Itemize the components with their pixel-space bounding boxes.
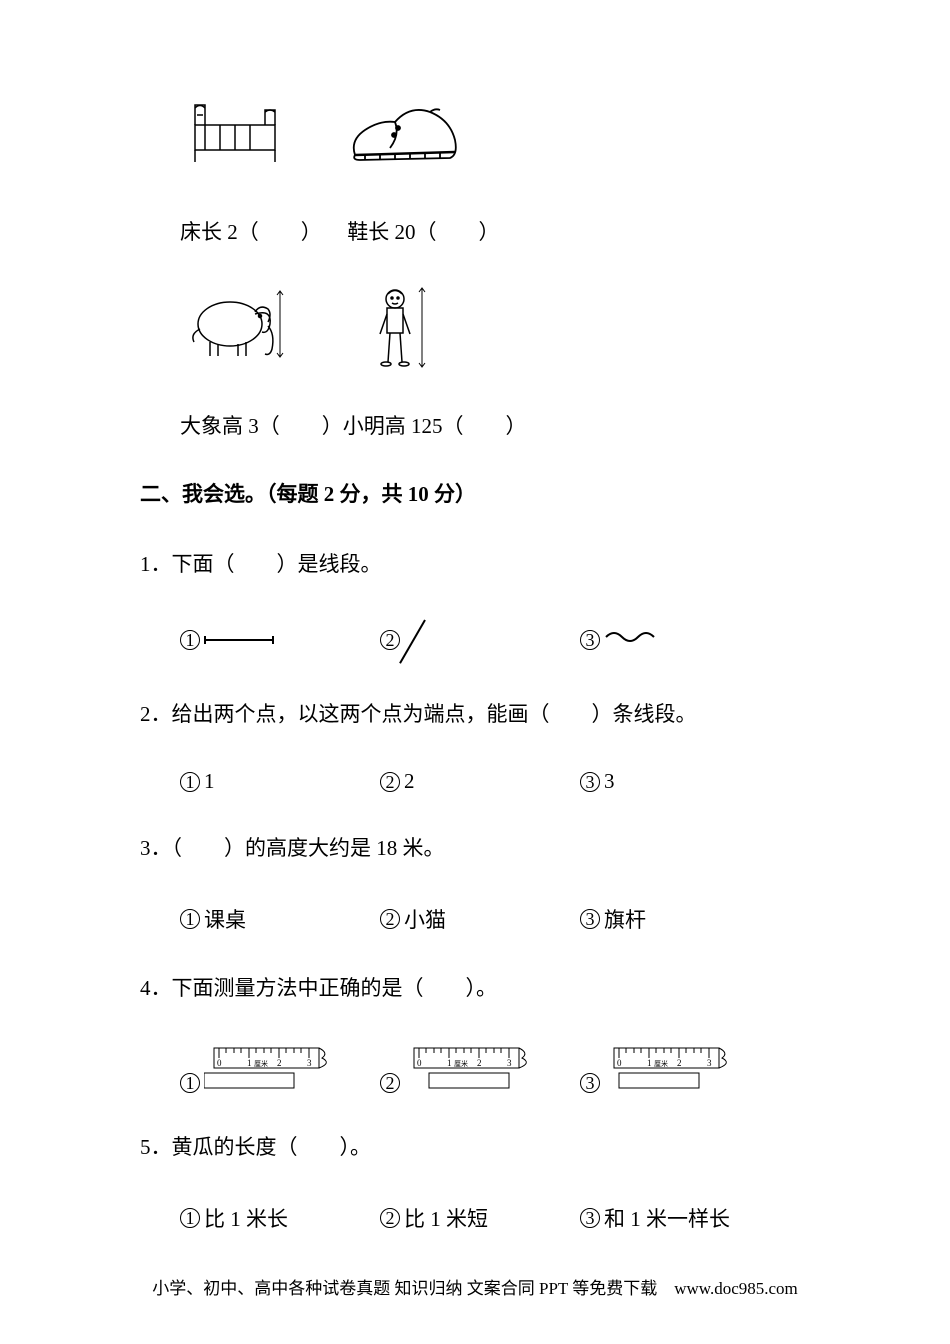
circled-1-icon: 1 xyxy=(180,630,200,650)
image-row-1 xyxy=(180,100,810,186)
svg-text:0: 0 xyxy=(217,1058,222,1068)
q1-opt-2: 2 xyxy=(380,620,580,660)
svg-text:0: 0 xyxy=(617,1058,622,1068)
svg-text:厘米: 厘米 xyxy=(454,1059,468,1068)
shoe-text: 鞋长 20（ ） xyxy=(347,220,499,244)
question-2: 2．给出两个点，以这两个点为端点，能画（ ）条线段。 xyxy=(140,698,810,732)
svg-text:1: 1 xyxy=(647,1058,652,1068)
q5-opt3-label: 和 1 米一样长 xyxy=(604,1203,730,1233)
svg-text:1: 1 xyxy=(247,1058,252,1068)
circled-1-icon: 1 xyxy=(180,772,200,792)
circled-3-icon: 3 xyxy=(580,1208,600,1228)
circled-2-icon: 2 xyxy=(380,1208,400,1228)
q2-opt-2: 2 2 xyxy=(380,769,580,794)
question-1: 1．下面（ ）是线段。 xyxy=(140,548,810,582)
section-2-heading: 二、我会选。（每题 2 分，共 10 分） xyxy=(140,478,810,508)
q5-opt1-label: 比 1 米长 xyxy=(204,1203,288,1233)
page-footer: 小学、初中、高中各种试卷真题 知识归纳 文案合同 PPT 等免费下载 www.d… xyxy=(0,1274,950,1299)
shoe-illustration xyxy=(340,100,470,186)
question-5: 5．黄瓜的长度（ ）。 xyxy=(140,1131,810,1165)
q2-text: 2．给出两个点，以这两个点为端点，能画（ ）条线段。 xyxy=(140,702,697,726)
circled-2-icon: 2 xyxy=(380,772,400,792)
svg-text:厘米: 厘米 xyxy=(654,1059,668,1068)
svg-text:厘米: 厘米 xyxy=(254,1059,268,1068)
elephant-illustration xyxy=(180,284,290,380)
q1-options: 1 2 3 xyxy=(180,620,810,660)
q2-opt3-label: 3 xyxy=(604,769,615,794)
q5-options: 1 比 1 米长 2 比 1 米短 3 和 1 米一样长 xyxy=(180,1203,810,1233)
circled-3-icon: 3 xyxy=(580,909,600,929)
q3-opt1-label: 课桌 xyxy=(204,904,246,934)
wavy-line-icon xyxy=(604,627,664,653)
q4-opt-3: 3 0 1 厘米 2 3 xyxy=(580,1043,780,1093)
q3-text: 3．（ ）的高度大约是 18 米。 xyxy=(140,836,445,860)
q1-opt-3: 3 xyxy=(580,620,780,660)
svg-text:3: 3 xyxy=(507,1058,512,1068)
ruler-measure-3: 0 1 厘米 2 3 xyxy=(604,1043,744,1093)
circled-2-icon: 2 xyxy=(380,630,400,650)
circled-3-icon: 3 xyxy=(580,630,600,650)
circled-1-icon: 1 xyxy=(180,1208,200,1228)
bed-text: 床长 2（ ） xyxy=(180,220,322,244)
svg-text:2: 2 xyxy=(277,1058,282,1068)
diagonal-line-icon xyxy=(404,620,444,660)
q2-opt1-label: 1 xyxy=(204,769,215,794)
q5-opt-3: 3 和 1 米一样长 xyxy=(580,1203,780,1233)
svg-text:3: 3 xyxy=(307,1058,312,1068)
image-row-2 xyxy=(180,284,810,380)
elephant-boy-text-row: 大象高 3（ ）小明高 125（ ） xyxy=(180,410,810,440)
boy-text: 小明高 125（ ） xyxy=(343,414,527,438)
q2-opt2-label: 2 xyxy=(404,769,415,794)
q3-opt3-label: 旗杆 xyxy=(604,904,646,934)
q3-opt-3: 3 旗杆 xyxy=(580,904,780,934)
bed-illustration xyxy=(180,100,290,186)
q4-text: 4．下面测量方法中正确的是（ ）。 xyxy=(140,976,497,1000)
q3-options: 1 课桌 2 小猫 3 旗杆 xyxy=(180,904,810,934)
elephant-text: 大象高 3（ ） xyxy=(180,414,343,438)
q5-text: 5．黄瓜的长度（ ）。 xyxy=(140,1135,371,1159)
q2-opt-1: 1 1 xyxy=(180,769,380,794)
svg-text:1: 1 xyxy=(447,1058,452,1068)
svg-text:2: 2 xyxy=(477,1058,482,1068)
q5-opt2-label: 比 1 米短 xyxy=(404,1203,488,1233)
q4-options: 1 0 1 厘米 2 3 2 xyxy=(180,1043,810,1093)
q3-opt2-label: 小猫 xyxy=(404,904,446,934)
circled-1-icon: 1 xyxy=(180,909,200,929)
svg-text:0: 0 xyxy=(417,1058,422,1068)
question-3: 3．（ ）的高度大约是 18 米。 xyxy=(140,832,810,866)
circled-2-icon: 2 xyxy=(380,909,400,929)
q2-opt-3: 3 3 xyxy=(580,769,780,794)
svg-text:3: 3 xyxy=(707,1058,712,1068)
ruler-measure-2: 0 1 厘米 2 3 xyxy=(404,1043,544,1093)
line-segment-icon xyxy=(204,639,274,641)
q1-text: 1．下面（ ）是线段。 xyxy=(140,552,382,576)
circled-2-icon: 2 xyxy=(380,1073,400,1093)
q4-opt-1: 1 0 1 厘米 2 3 xyxy=(180,1043,380,1093)
q3-opt-1: 1 课桌 xyxy=(180,904,380,934)
ruler-measure-1: 0 1 厘米 2 3 xyxy=(204,1043,344,1093)
boy-illustration xyxy=(370,284,440,380)
q2-options: 1 1 2 2 3 3 xyxy=(180,769,810,794)
circled-3-icon: 3 xyxy=(580,772,600,792)
q1-opt-1: 1 xyxy=(180,620,380,660)
bed-shoe-text-row: 床长 2（ ） 鞋长 20（ ） xyxy=(180,216,810,246)
circled-3-icon: 3 xyxy=(580,1073,600,1093)
q5-opt-2: 2 比 1 米短 xyxy=(380,1203,580,1233)
question-4: 4．下面测量方法中正确的是（ ）。 xyxy=(140,972,810,1006)
svg-text:2: 2 xyxy=(677,1058,682,1068)
q5-opt-1: 1 比 1 米长 xyxy=(180,1203,380,1233)
q4-opt-2: 2 0 1 厘米 2 3 xyxy=(380,1043,580,1093)
circled-1-icon: 1 xyxy=(180,1073,200,1093)
q3-opt-2: 2 小猫 xyxy=(380,904,580,934)
